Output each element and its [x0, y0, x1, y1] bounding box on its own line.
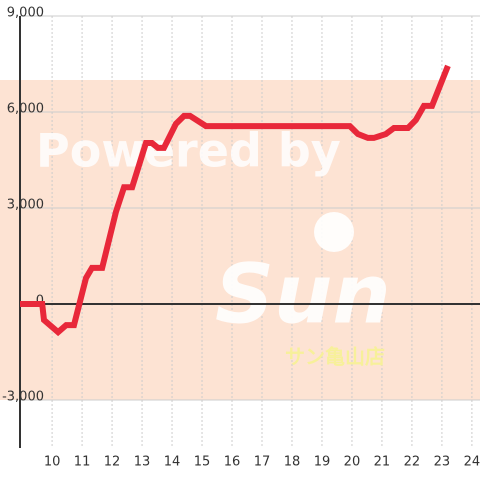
- y-tick-label: 9,000: [7, 6, 44, 21]
- x-tick-label: 14: [164, 455, 181, 470]
- y-tick-label: -3,000: [2, 390, 44, 405]
- watermark-shop: サン亀山店: [285, 345, 385, 369]
- x-tick-label: 10: [44, 455, 61, 470]
- y-tick-label: 6,000: [7, 102, 44, 117]
- line-series: [20, 64, 451, 337]
- y-tick-label: 3,000: [7, 198, 44, 213]
- x-tick-label: 13: [134, 455, 151, 470]
- watermark-brand: Sun: [215, 247, 391, 342]
- x-tick-label: 19: [314, 455, 331, 470]
- x-tick-label: 15: [194, 455, 211, 470]
- x-tick-label: 24: [464, 455, 480, 470]
- x-tick-label: 17: [254, 455, 271, 470]
- x-tick-label: 21: [374, 455, 391, 470]
- x-tick-label: 20: [344, 455, 361, 470]
- watermark-sun: [314, 212, 354, 252]
- x-tick-label: 22: [404, 455, 421, 470]
- x-tick-label: 16: [224, 455, 241, 470]
- x-tick-label: 11: [74, 455, 91, 470]
- background-band: [0, 80, 480, 400]
- x-tick-label: 23: [434, 455, 451, 470]
- x-tick-label: 12: [104, 455, 121, 470]
- x-tick-label: 18: [284, 455, 301, 470]
- watermark-text: Powered by: [36, 124, 341, 178]
